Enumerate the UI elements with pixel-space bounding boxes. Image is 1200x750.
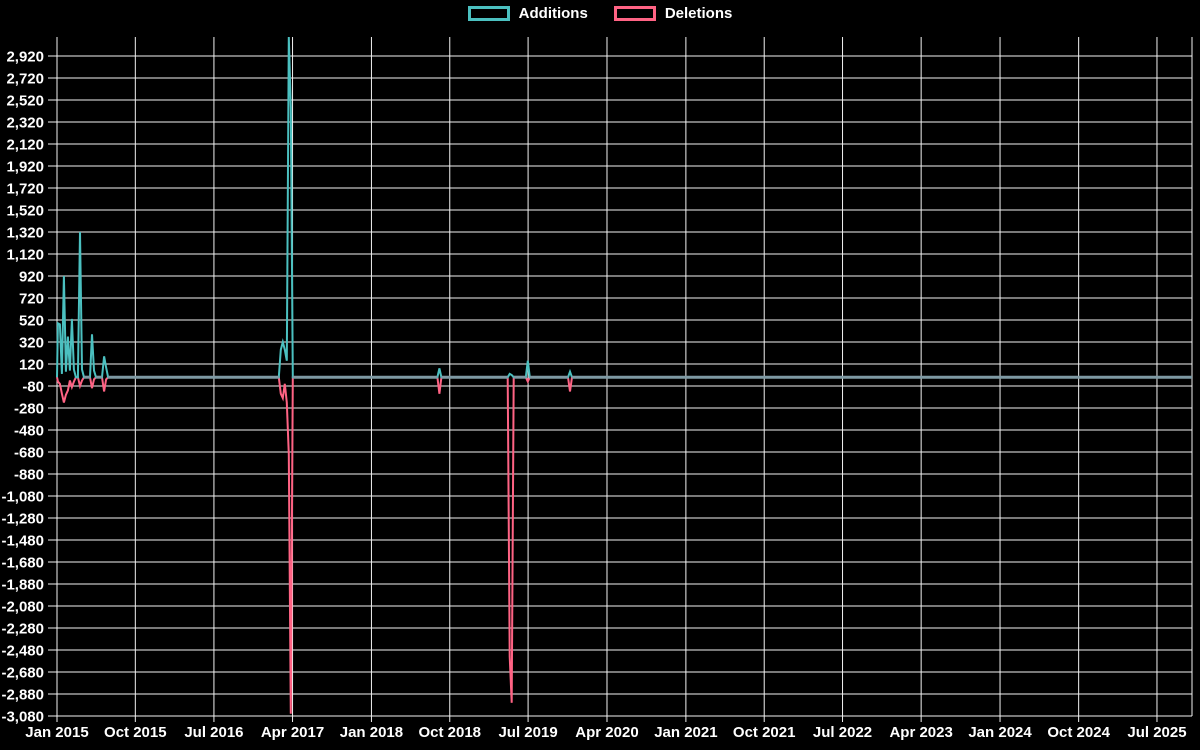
svg-text:-80: -80: [22, 379, 44, 396]
svg-text:1,720: 1,720: [6, 181, 44, 198]
svg-text:2,320: 2,320: [6, 115, 44, 132]
svg-text:1,320: 1,320: [6, 225, 44, 242]
svg-text:1,520: 1,520: [6, 203, 44, 220]
svg-text:Jan 2015: Jan 2015: [25, 724, 88, 741]
legend-item-additions[interactable]: Additions: [467, 5, 588, 22]
svg-text:Jul 2022: Jul 2022: [813, 724, 872, 741]
svg-text:Oct 2018: Oct 2018: [418, 724, 481, 741]
x-gridlines: [56, 37, 1193, 722]
svg-text:Jan 2024: Jan 2024: [968, 724, 1032, 741]
svg-text:Apr 2023: Apr 2023: [889, 724, 952, 741]
deletions-swatch-icon: [613, 6, 656, 21]
svg-text:Apr 2020: Apr 2020: [575, 724, 638, 741]
svg-text:-280: -280: [14, 401, 44, 418]
svg-text:120: 120: [19, 357, 44, 374]
svg-text:520: 520: [19, 313, 44, 330]
svg-text:Jul 2019: Jul 2019: [498, 724, 557, 741]
svg-text:Apr 2017: Apr 2017: [261, 724, 324, 741]
svg-text:-3,080: -3,080: [1, 709, 44, 726]
svg-text:2,720: 2,720: [6, 71, 44, 88]
svg-text:-880: -880: [14, 467, 44, 484]
svg-text:Oct 2015: Oct 2015: [104, 724, 167, 741]
legend-item-deletions[interactable]: Deletions: [613, 5, 733, 22]
svg-text:2,120: 2,120: [6, 137, 44, 154]
svg-text:Jul 2016: Jul 2016: [184, 724, 243, 741]
svg-text:-2,080: -2,080: [1, 599, 44, 616]
legend-label-additions: Additions: [518, 5, 588, 22]
svg-text:Oct 2021: Oct 2021: [733, 724, 796, 741]
svg-text:1,920: 1,920: [6, 159, 44, 176]
svg-text:320: 320: [19, 335, 44, 352]
chart-legend: Additions Deletions: [0, 6, 1200, 21]
y-gridlines: [48, 55, 1192, 717]
svg-text:-1,080: -1,080: [1, 489, 44, 506]
svg-text:Jul 2025: Jul 2025: [1127, 724, 1186, 741]
additions-swatch-icon: [467, 6, 510, 21]
svg-text:2,520: 2,520: [6, 93, 44, 110]
svg-text:Jan 2018: Jan 2018: [340, 724, 403, 741]
y-tick-labels: 2,920 2,720 2,520 2,320 2,120 1,920 1,720 1,520…: [1, 49, 44, 726]
svg-text:-2,480: -2,480: [1, 643, 44, 660]
svg-text:-1,880: -1,880: [1, 577, 44, 594]
legend-label-deletions: Deletions: [664, 5, 733, 22]
svg-text:-680: -680: [14, 445, 44, 462]
svg-text:-1,280: -1,280: [1, 511, 44, 528]
additions-line: [56, 36, 573, 379]
svg-text:920: 920: [19, 269, 44, 286]
svg-text:-480: -480: [14, 423, 44, 440]
svg-text:-1,680: -1,680: [1, 555, 44, 572]
deletions-line: [56, 376, 573, 714]
svg-text:2,920: 2,920: [6, 49, 44, 66]
x-tick-labels: Jan 2015 Oct 2015 Jul 2016 Apr 2017 Jan 2018…: [25, 724, 1186, 741]
svg-text:-2,880: -2,880: [1, 687, 44, 704]
svg-text:-1,480: -1,480: [1, 533, 44, 550]
svg-text:1,120: 1,120: [6, 247, 44, 264]
svg-text:-2,280: -2,280: [1, 621, 44, 638]
svg-text:Jan 2021: Jan 2021: [654, 724, 717, 741]
svg-text:Oct 2024: Oct 2024: [1047, 724, 1110, 741]
svg-text:-2,680: -2,680: [1, 665, 44, 682]
svg-text:720: 720: [19, 291, 44, 308]
